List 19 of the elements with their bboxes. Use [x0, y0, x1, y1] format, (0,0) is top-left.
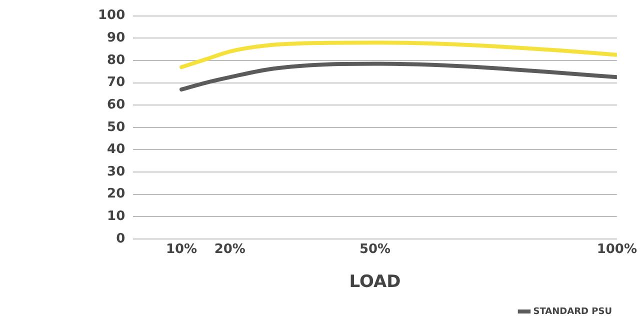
y-tick-label: 60 [107, 97, 126, 112]
x-tick-label: 100% [596, 242, 638, 258]
line-series [180, 40, 617, 70]
y-tick-label: 0 [116, 231, 126, 246]
line-series [180, 62, 617, 92]
y-tick-label: 70 [107, 75, 126, 90]
x-axis-title: LOAD [349, 272, 401, 292]
y-tick-label: 40 [107, 142, 126, 158]
x-tick-label: 50% [359, 242, 391, 258]
y-tick-label: 50 [107, 120, 126, 135]
legend-label: STANDARD PSU [533, 306, 612, 317]
y-tick-label: 90 [107, 30, 126, 46]
x-tick-label: 20% [214, 242, 246, 258]
y-tick-label: 10 [107, 209, 126, 224]
x-tick-label: 10% [166, 242, 198, 258]
y-tick-label: 100 [98, 8, 126, 24]
y-tick-label: 30 [107, 164, 126, 180]
y-tick-label: 80 [107, 52, 126, 68]
y-tick-label: 20 [107, 186, 126, 202]
